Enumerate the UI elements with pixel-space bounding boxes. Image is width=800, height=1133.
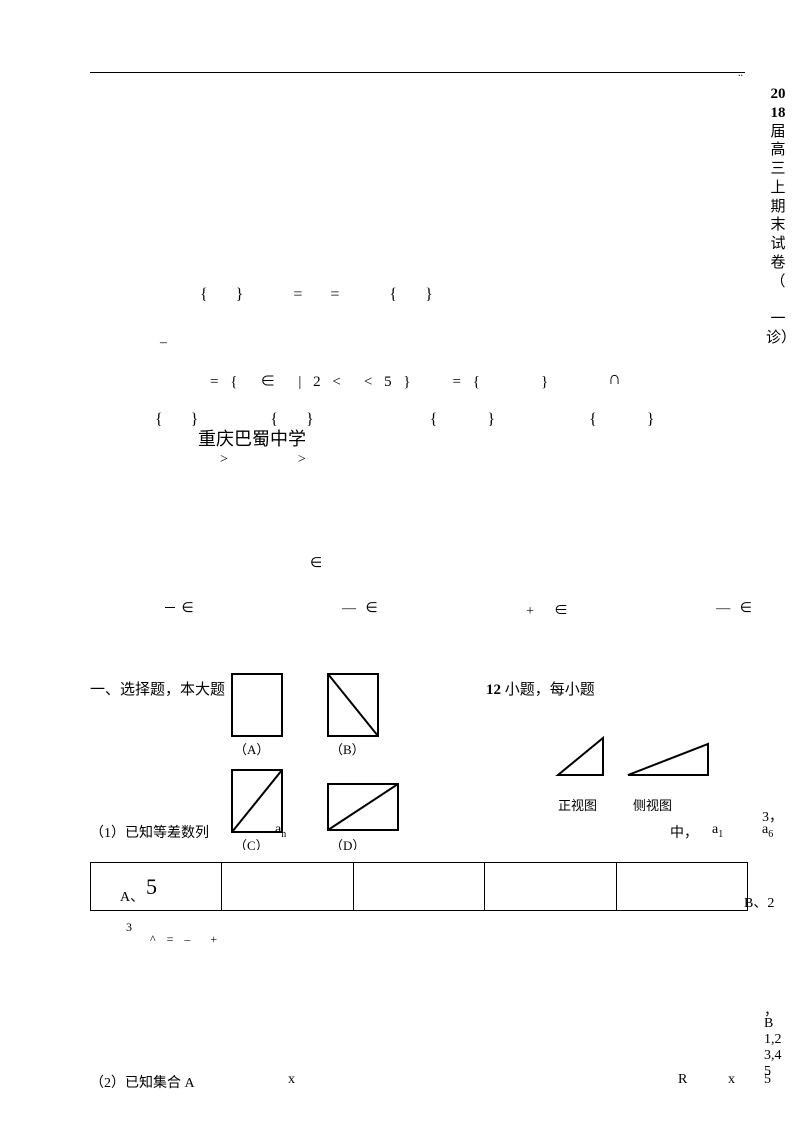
svg-text:（B）: （B） (330, 742, 365, 757)
set-B-elements: B1,23,45 (764, 1016, 782, 1080)
q2-real-set: R (678, 1072, 687, 1088)
gt-symbols: > > (220, 448, 334, 468)
section-heading-left: 一、选择题，本大题 (90, 678, 225, 699)
table-cell (616, 863, 747, 911)
views-svg (548, 720, 738, 790)
element-of-row: ∈ — ∈ + ∈ — ∈ (165, 600, 755, 620)
vtitle-rest: 届高三上期末试卷（一诊） (766, 124, 796, 346)
table-cell (353, 863, 484, 911)
set-expression: = { ∈ | 2 < < 5 } = { } (210, 370, 552, 391)
dash-mark: – (160, 335, 167, 351)
year-bold: 2018 (771, 86, 786, 121)
brace-row-1: { } = = { } (200, 280, 439, 304)
section-heading-right: 12 小题，每小题 (486, 678, 595, 699)
eps-b: — ∈ (342, 600, 381, 620)
q1-sequence-an: an (275, 822, 286, 840)
side-view-label: 侧视图 (633, 795, 672, 814)
eps-c: + ∈ (526, 600, 571, 620)
projection-views: 正视图 侧视图 (548, 720, 738, 814)
eps-a: ∈ (165, 600, 197, 620)
answer-table (90, 862, 748, 911)
option-A-value: 5 (146, 874, 157, 900)
q1-mid-text: 中， (670, 822, 698, 842)
table-cell (222, 863, 353, 911)
table-cell (485, 863, 616, 911)
vertical-title: 2018 届高三上期末试卷（一诊） (766, 85, 790, 348)
option-B: B、2 (744, 892, 774, 912)
question-2-stem: （2）已知集合 A (90, 1072, 195, 1092)
front-view-label: 正视图 (558, 795, 597, 814)
subscript-3: 3 (126, 920, 132, 935)
q2-variable-x: x (288, 1072, 295, 1088)
option-A: A、 (120, 886, 144, 906)
q1-a1: a1 (712, 822, 723, 840)
svg-text:（D）: （D） (330, 838, 365, 850)
section-count: 12 (486, 682, 501, 698)
svg-text:（A）: （A） (234, 742, 269, 757)
eps-d: — ∈ (716, 600, 755, 620)
q1-a6: a6 (762, 822, 773, 840)
figures-svg: （A） （B） （C） （D） (228, 670, 428, 850)
section-rest: 小题，每小题 (501, 682, 595, 698)
q2-variable-x2: x (728, 1072, 735, 1088)
top-dots: .. (738, 68, 743, 79)
question-1-stem: （1）已知等差数列 (90, 822, 209, 842)
intersection-symbol: ∩ (608, 368, 621, 389)
answer-figures: （A） （B） （C） （D） (228, 670, 428, 855)
top-rule (90, 72, 745, 73)
caret-expression: ^ = – + (150, 930, 221, 947)
q2-value-5: 5 (764, 1072, 771, 1088)
svg-text:（C）: （C） (234, 838, 269, 850)
element-of-mid: ∈ (310, 555, 322, 572)
